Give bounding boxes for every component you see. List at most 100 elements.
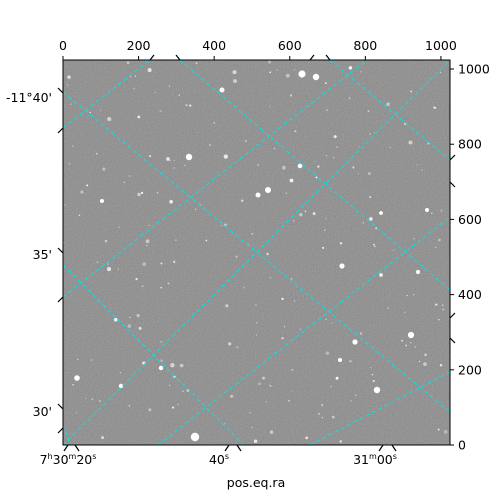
star — [160, 359, 163, 362]
star — [443, 430, 448, 434]
star — [68, 163, 71, 165]
bright-star — [312, 73, 320, 81]
bright-star — [407, 331, 415, 339]
star — [123, 181, 125, 184]
star — [230, 394, 234, 398]
star — [96, 152, 98, 155]
star — [333, 135, 337, 139]
star — [299, 212, 303, 217]
star — [223, 223, 227, 227]
world-tick — [63, 444, 69, 452]
star — [421, 169, 423, 171]
star — [312, 212, 316, 216]
bright-star — [255, 192, 261, 198]
star — [101, 436, 104, 440]
star — [336, 146, 338, 148]
star — [171, 406, 175, 409]
world-tick — [224, 444, 230, 452]
star — [136, 313, 140, 318]
bright-star — [379, 211, 383, 215]
star — [339, 440, 343, 443]
star — [243, 287, 245, 289]
star — [321, 405, 323, 407]
world-tick — [57, 296, 64, 303]
star — [220, 225, 222, 227]
star — [159, 110, 162, 113]
star — [129, 175, 131, 177]
star — [167, 282, 170, 285]
star — [118, 226, 120, 228]
star — [325, 318, 327, 320]
grid-line — [329, 60, 450, 161]
bright-star — [100, 199, 104, 203]
world-tick — [449, 181, 456, 188]
star — [392, 249, 394, 252]
star — [331, 322, 333, 324]
star — [70, 103, 72, 105]
star — [251, 426, 253, 429]
star — [293, 300, 296, 302]
star — [372, 379, 375, 383]
star — [373, 132, 376, 134]
star — [147, 68, 152, 73]
world-axis-ticks — [57, 54, 456, 452]
grid-line — [63, 424, 71, 445]
star — [321, 404, 323, 406]
world-tick — [391, 444, 397, 452]
star — [413, 238, 415, 240]
world-tick — [57, 427, 64, 434]
star — [133, 88, 135, 90]
star — [269, 106, 271, 108]
dec-tick-label-3: 30' — [33, 404, 52, 419]
star — [77, 358, 79, 360]
x-pixel-tick-label: 600 — [278, 38, 302, 53]
star — [289, 178, 294, 183]
star — [269, 276, 272, 279]
star — [315, 176, 318, 179]
star — [414, 346, 416, 348]
star — [387, 307, 389, 309]
grid-line — [309, 371, 450, 445]
star — [142, 262, 147, 266]
star — [182, 390, 184, 393]
star — [405, 344, 408, 347]
world-tick — [325, 54, 331, 61]
world-tick — [57, 247, 64, 254]
star — [72, 145, 74, 147]
star — [99, 400, 101, 402]
star — [149, 155, 152, 158]
star — [67, 75, 71, 79]
star — [441, 304, 444, 306]
star — [357, 173, 360, 175]
star — [305, 436, 309, 440]
star — [184, 164, 186, 166]
star — [325, 351, 330, 355]
star — [129, 316, 131, 319]
star — [269, 384, 272, 388]
star — [389, 146, 392, 148]
x-pixel-tick-label: 200 — [127, 38, 151, 53]
star — [324, 82, 327, 85]
star — [401, 339, 404, 342]
star — [430, 212, 433, 215]
grid-line — [63, 60, 151, 129]
grid-line — [157, 216, 450, 445]
star — [265, 400, 268, 403]
world-tick — [449, 312, 456, 319]
star — [291, 368, 294, 371]
star — [355, 394, 357, 396]
x-axis-label: pos.eq.ra — [227, 475, 285, 490]
star — [352, 166, 355, 169]
star — [226, 223, 228, 225]
star — [360, 71, 362, 73]
star — [281, 337, 284, 340]
star — [292, 220, 295, 222]
star — [169, 199, 173, 204]
star — [154, 91, 157, 93]
star — [232, 70, 237, 75]
bright-star — [265, 187, 271, 193]
y-pixel-tick-label: 200 — [458, 362, 482, 377]
star — [224, 422, 226, 425]
bright-star — [339, 263, 345, 269]
